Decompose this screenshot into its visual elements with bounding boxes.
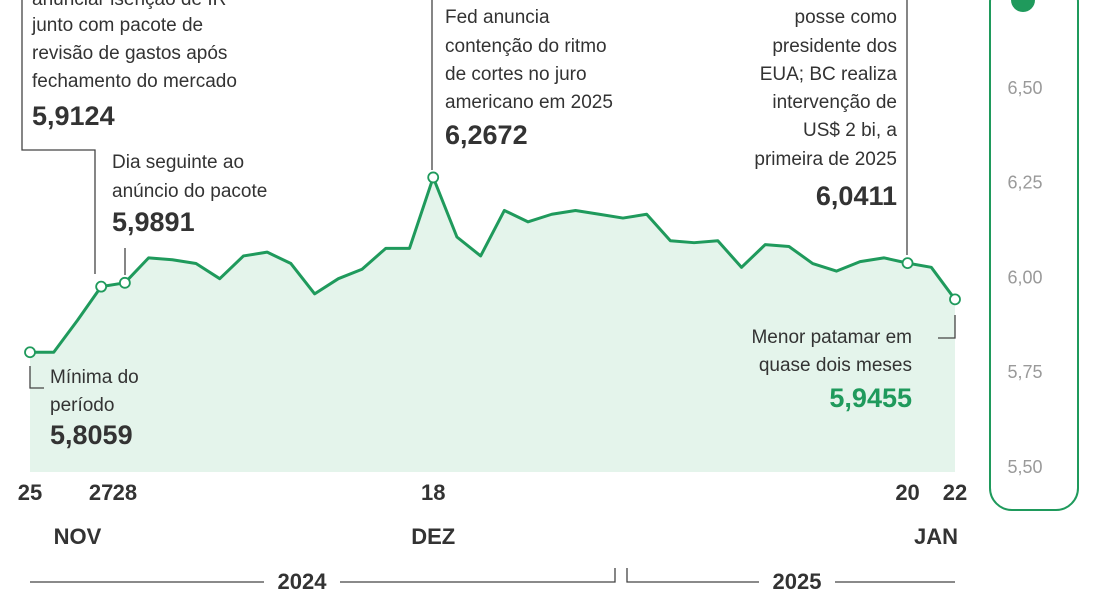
x-tick-label: 18 (421, 480, 445, 505)
year-bg (264, 566, 340, 600)
annotation-text: americano em 2025 (445, 92, 613, 113)
year-bracket (30, 568, 616, 583)
month-label: JAN (914, 524, 958, 549)
leader (29, 366, 44, 389)
month-label: DEZ (411, 524, 455, 549)
annotation-text: presidente dos (772, 36, 897, 57)
y-tick-label: 5,50 (1007, 457, 1042, 477)
x-tick-label: 27 (89, 480, 113, 505)
x-tick-label: 20 (895, 480, 919, 505)
point (95, 280, 108, 293)
annotation-value: 5,8059 (50, 420, 133, 450)
point (118, 276, 131, 289)
leader (938, 315, 956, 339)
annotation-text: intervenção de (772, 92, 897, 113)
annotation-text: Dia seguinte ao (112, 152, 244, 173)
annotation-text: primeira de 2025 (754, 149, 897, 170)
annotation-text: contenção do ritmo (445, 36, 607, 57)
y-tick-label: 5,75 (1007, 362, 1042, 382)
annotation-text: Mínima do (50, 367, 139, 388)
x-tick-label: 28 (113, 480, 137, 505)
annotation-text: período (50, 395, 114, 416)
annotation-text: anúncio do pacote (112, 181, 267, 202)
annotation-text: fechamento do mercado (32, 71, 237, 92)
annotation-text: Menor patamar em (751, 327, 912, 348)
annotation-text: de cortes no juro (445, 64, 587, 85)
annotation-text: revisão de gastos após (32, 43, 227, 64)
y-tick-label: 6,50 (1007, 78, 1042, 98)
year-label: 2025 (773, 569, 822, 594)
y-tick-label: 6,25 (1007, 173, 1042, 193)
x-tick-label: 22 (943, 480, 967, 505)
icon (1011, 0, 1035, 12)
point (901, 257, 914, 270)
y-tick-label: 6,00 (1007, 267, 1042, 287)
x-tick-label: 25 (18, 480, 42, 505)
annotation-text: US$ 2 bi, a (803, 120, 897, 141)
annotation-value: 5,9124 (32, 101, 115, 131)
year-label: 2024 (278, 569, 328, 594)
annotation-text: junto com pacote de (31, 15, 203, 36)
year-bg (759, 566, 835, 600)
year-bracket (626, 568, 955, 583)
annotation-text: anunciar isenção de IR (32, 0, 226, 10)
annotation-text: posse como (795, 7, 897, 28)
leaders (21, 0, 956, 583)
annotation-value: 5,9891 (112, 207, 195, 237)
area (30, 177, 955, 472)
leader (21, 0, 96, 274)
annotation-value: 6,2672 (445, 120, 528, 150)
point (427, 171, 440, 184)
line (29, 175, 957, 354)
annotation-text: EUA; BC realiza (760, 64, 898, 85)
month-label: NOV (54, 524, 102, 549)
annotation-value: 5,9455 (829, 383, 912, 413)
annotation-text: quase dois meses (759, 355, 912, 376)
point (949, 293, 961, 306)
annotation-text: Fed anuncia (445, 7, 550, 28)
point (24, 346, 36, 359)
annotation-value: 6,0411 (816, 181, 897, 211)
axis-panel (989, 0, 1079, 511)
